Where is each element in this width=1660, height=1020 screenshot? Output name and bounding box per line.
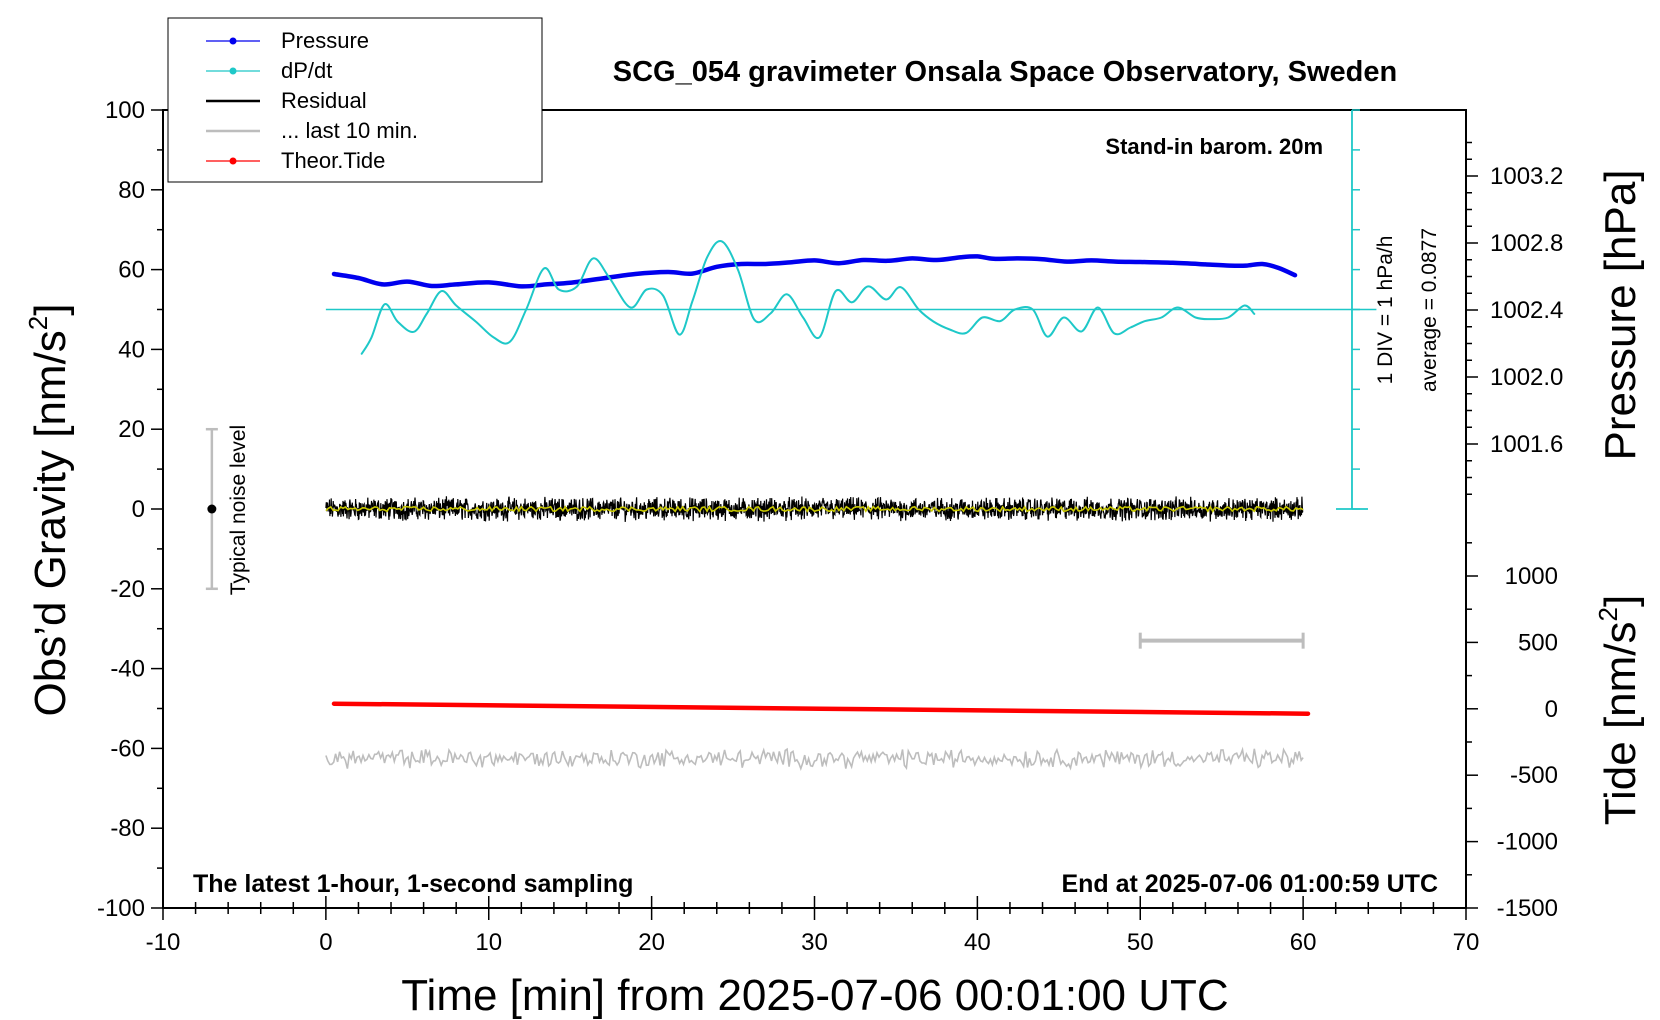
bottom-left-note: The latest 1-hour, 1-second sampling [193,870,633,898]
dpdt-line [360,240,1256,355]
tide-tick-label: -1500 [1497,895,1558,922]
legend-label: ... last 10 min. [281,118,418,143]
legend-label: Pressure [281,28,369,53]
legend: Pressure dP/dt Residual ... last 10 min. The… [167,17,543,183]
tick-labels: -10 0 10 20 30 40 50 60 70100806040200-20-40-60-… [97,97,1563,956]
x-tick-label: 60 [1290,929,1317,956]
y-tick-label: -40 [110,656,145,683]
pressure-line [331,254,1298,289]
tide-tick-label: 500 [1518,629,1558,656]
legend-marker [229,37,237,45]
residual-smooth-line [325,505,1304,513]
y-tick-label: -80 [110,815,145,842]
legend-label: Theor.Tide [281,148,385,173]
y-tick-label: -20 [110,576,145,603]
tide-tick-label: -500 [1510,762,1558,789]
legend-marker [229,67,237,75]
pressure-tick-label: 1002.8 [1490,230,1563,257]
theor-tide-line [331,701,1311,716]
y-tick-label: 60 [118,257,145,284]
tide-tick-label: 1000 [1505,563,1558,590]
x-tick-label: -10 [146,929,181,956]
average-note: average = 0.0877 [1418,228,1441,392]
tide-tick-label: 0 [1545,696,1558,723]
legend-entries: Pressure dP/dt Residual ... last 10 min. The… [206,28,418,173]
residual-line [325,496,1304,522]
x-tick-label: 20 [638,929,665,956]
y-tick-label: -60 [110,735,145,762]
chart-title: SCG_054 gravimeter Onsala Space Observat… [613,56,1397,88]
pressure-tick-label: 1003.2 [1490,163,1563,190]
legend-marker [229,157,237,165]
y-tick-label: 40 [118,336,145,363]
pressure-axis-title: Pressure [hPa] [1596,169,1645,460]
series-layer [205,109,1377,771]
y-tick-label: 100 [105,97,145,124]
x-tick-label: 10 [475,929,502,956]
scale-div-note: 1 DIV = 1 hPa/h [1374,236,1397,385]
barometer-note: Stand-in barom. 20m [1105,134,1323,159]
y-tick-label: -100 [97,895,145,922]
x-tick-label: 40 [964,929,991,956]
pressure-tick-label: 1002.4 [1490,297,1563,324]
x-tick-label: 50 [1127,929,1154,956]
x-tick-label: 0 [319,929,332,956]
last10-line [325,746,1304,771]
y-tick-label: 20 [118,416,145,443]
noise-bar-dot [207,504,217,514]
x-tick-label: 70 [1453,929,1480,956]
tide-axis-title: Tide [nm/s2] [1593,595,1645,825]
pressure-tick-label: 1001.6 [1490,431,1563,458]
legend-label: dP/dt [281,58,332,83]
tide-tick-label: -1000 [1497,829,1558,856]
x-tick-label: 30 [801,929,828,956]
y-tick-label: 80 [118,177,145,204]
y-axis-title: Obs’d Gravity [nm/s2] [23,303,75,716]
pressure-tick-label: 1002.0 [1490,364,1563,391]
bottom-right-note: End at 2025-07-06 01:00:59 UTC [1061,870,1438,898]
legend-label: Residual [281,88,367,113]
x-axis-title: Time [min] from 2025-07-06 00:01:00 UTC [401,971,1228,1020]
y-tick-label: 0 [132,496,145,523]
noise-note: Typical noise level [227,425,250,595]
axis-ticks [151,109,1478,920]
